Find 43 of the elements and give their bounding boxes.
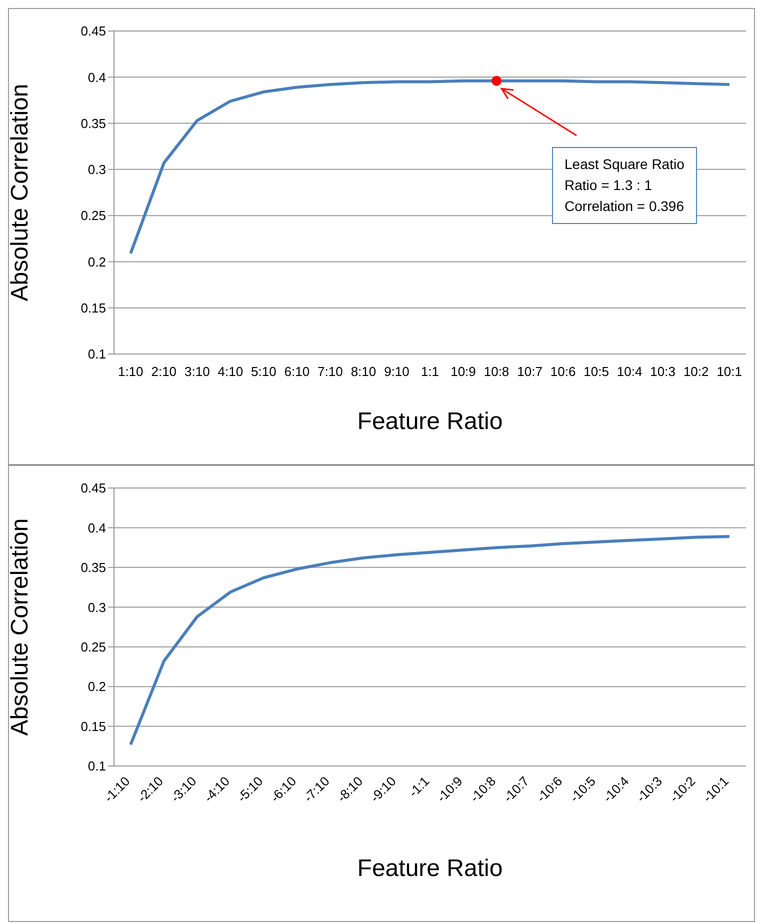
y-tick-label: 0.45 [80,480,106,496]
x-tick-label: 10:9 [450,364,476,379]
y-tick-label: 0.4 [88,70,106,85]
annotation: Least Square Ratio Ratio = 1.3 : 1 Correlation = 0.396 [564,155,684,216]
x-tick-label: 10:4 [616,364,642,379]
y-tick-label: 0.25 [80,208,106,224]
y-tick-label: 0.45 [80,24,106,39]
x-tick-label: 8:10 [350,364,376,379]
y-tick-label: 0.2 [88,254,106,270]
x-tick-label: 5:10 [251,364,276,379]
line-series [129,534,731,746]
x-tick-label: 4:10 [218,364,244,379]
x-axis-title: Feature Ratio [357,855,503,882]
x-tick-label: 7:10 [318,364,343,379]
y-tick-label: 0.1 [88,346,106,362]
y-axis-title: Absolute Correlation [6,518,34,736]
y-tick-label: 0.4 [88,520,106,536]
x-tick-label: 10:7 [517,364,542,379]
y-tick-label: 0.3 [88,600,106,615]
x-tick-label: 1:1 [420,364,440,379]
x-tick-label: 1:10 [118,364,144,379]
y-tick-label: 0.25 [80,639,106,654]
y-tick-label: 0.15 [80,300,106,316]
x-tick-label: 10:2 [683,364,709,379]
y-tick-label: 0.1 [88,758,106,774]
y-tick-label: 0.35 [80,116,106,131]
x-tick-label: 10:8 [484,364,510,379]
x-tick-label: 6:10 [284,364,310,379]
x-tick-label: 9:10 [384,364,410,379]
x-tick-label: 3:10 [184,364,210,379]
x-tick-label: 10:5 [584,364,609,379]
x-tick-label: 10:3 [650,364,676,379]
callout-box: Least Square Ratio Ratio = 1.3 : 1 Correlation = 0.396 [552,147,698,224]
x-tick-label: 10:6 [550,364,576,379]
y-tick-label: 0.35 [80,560,106,576]
x-tick-label: -1:1 [406,774,432,800]
y-tick-label: 0.2 [88,679,106,694]
x-axis-title: Feature Ratio [357,408,503,435]
x-tick-label: 2:10 [151,364,177,379]
y-axis-title: Absolute Correlation [6,84,34,302]
y-tick-label: 0.3 [88,162,106,178]
y-tick-label: 0.15 [80,718,106,734]
x-tick-label: 10:1 [716,364,742,379]
